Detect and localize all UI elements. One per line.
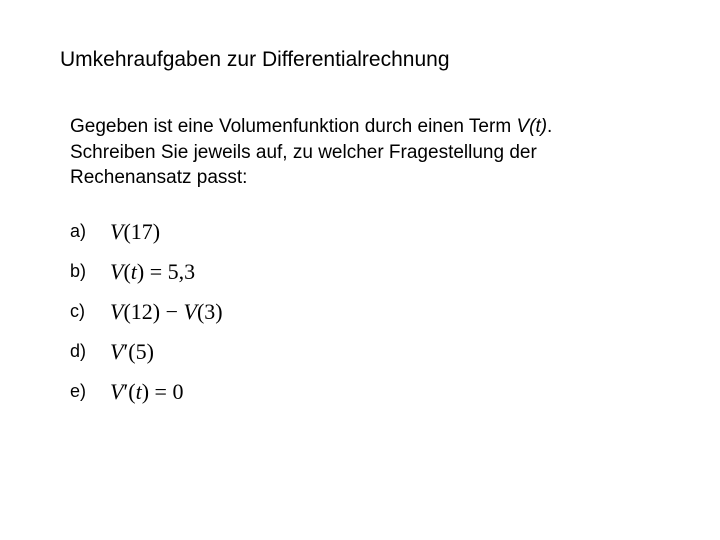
item-label-c: c) <box>70 301 110 322</box>
exercise-item-a: a) V(17) <box>70 219 660 245</box>
exercise-list: a) V(17) b) V(t) = 5,3 c) V(12) − V(3) d… <box>70 219 660 405</box>
intro-italic-term: V(t) <box>516 116 547 137</box>
page-title: Umkehraufgaben zur Differentialrechnung <box>60 48 660 72</box>
exercise-item-b: b) V(t) = 5,3 <box>70 259 660 285</box>
exercise-item-c: c) V(12) − V(3) <box>70 299 660 325</box>
item-label-d: d) <box>70 341 110 362</box>
intro-text-1: Gegeben ist eine Volumenfunktion durch e… <box>70 116 516 137</box>
item-label-a: a) <box>70 221 110 242</box>
item-label-b: b) <box>70 261 110 282</box>
item-label-e: e) <box>70 381 110 402</box>
item-math-d: V′(5) <box>110 339 154 365</box>
item-math-c: V(12) − V(3) <box>110 299 223 325</box>
item-math-a: V(17) <box>110 219 160 245</box>
exercise-item-e: e) V′(t) = 0 <box>70 379 660 405</box>
item-math-e: V′(t) = 0 <box>110 379 183 405</box>
exercise-item-d: d) V′(5) <box>70 339 660 365</box>
intro-paragraph: Gegeben ist eine Volumenfunktion durch e… <box>70 114 590 191</box>
item-math-b: V(t) = 5,3 <box>110 259 195 285</box>
